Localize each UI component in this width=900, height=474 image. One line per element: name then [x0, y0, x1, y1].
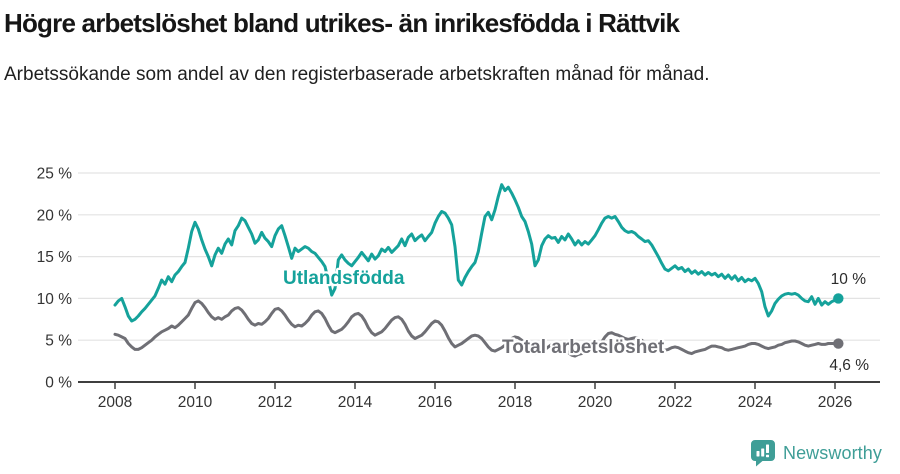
series-end-value-label: 4,6 %: [829, 357, 869, 374]
y-tick-label: 20 %: [37, 207, 73, 224]
y-tick-label: 15 %: [37, 249, 73, 266]
series-end-dot: [833, 338, 844, 349]
y-tick-label: 0 %: [45, 375, 72, 392]
x-tick-label: 2026: [818, 394, 852, 411]
page-subtitle: Arbetssökande som andel av den registerb…: [4, 64, 710, 85]
brand-footer: Newsworthy: [750, 439, 882, 467]
x-tick-label: 2018: [498, 394, 532, 411]
y-tick-label: 25 %: [37, 166, 73, 183]
x-tick-label: 2014: [338, 394, 373, 411]
series-end-value-label: 10 %: [831, 271, 867, 288]
y-tick-label: 5 %: [45, 333, 72, 350]
x-tick-label: 2008: [98, 394, 132, 411]
x-tick-label: 2016: [418, 394, 452, 411]
brand-name: Newsworthy: [782, 442, 882, 463]
y-tick-label: 10 %: [37, 291, 73, 308]
series-name-label: Total arbetslöshet: [502, 337, 665, 358]
page-title: Högre arbetslöshet bland utrikes- än inr…: [4, 8, 680, 38]
series-line-total: [113, 299, 840, 358]
series-name-label: Utlandsfödda: [283, 268, 405, 289]
series-end-dot: [833, 293, 844, 304]
x-tick-label: 2010: [178, 394, 213, 411]
x-tick-label: 2020: [578, 394, 613, 411]
bar-chart-speech-bubble-icon: [750, 440, 775, 467]
series-line-utlandsfodda: [113, 183, 840, 323]
x-tick-label: 2022: [658, 394, 692, 411]
x-tick-label: 2012: [258, 394, 292, 411]
x-tick-label: 2024: [738, 394, 773, 411]
